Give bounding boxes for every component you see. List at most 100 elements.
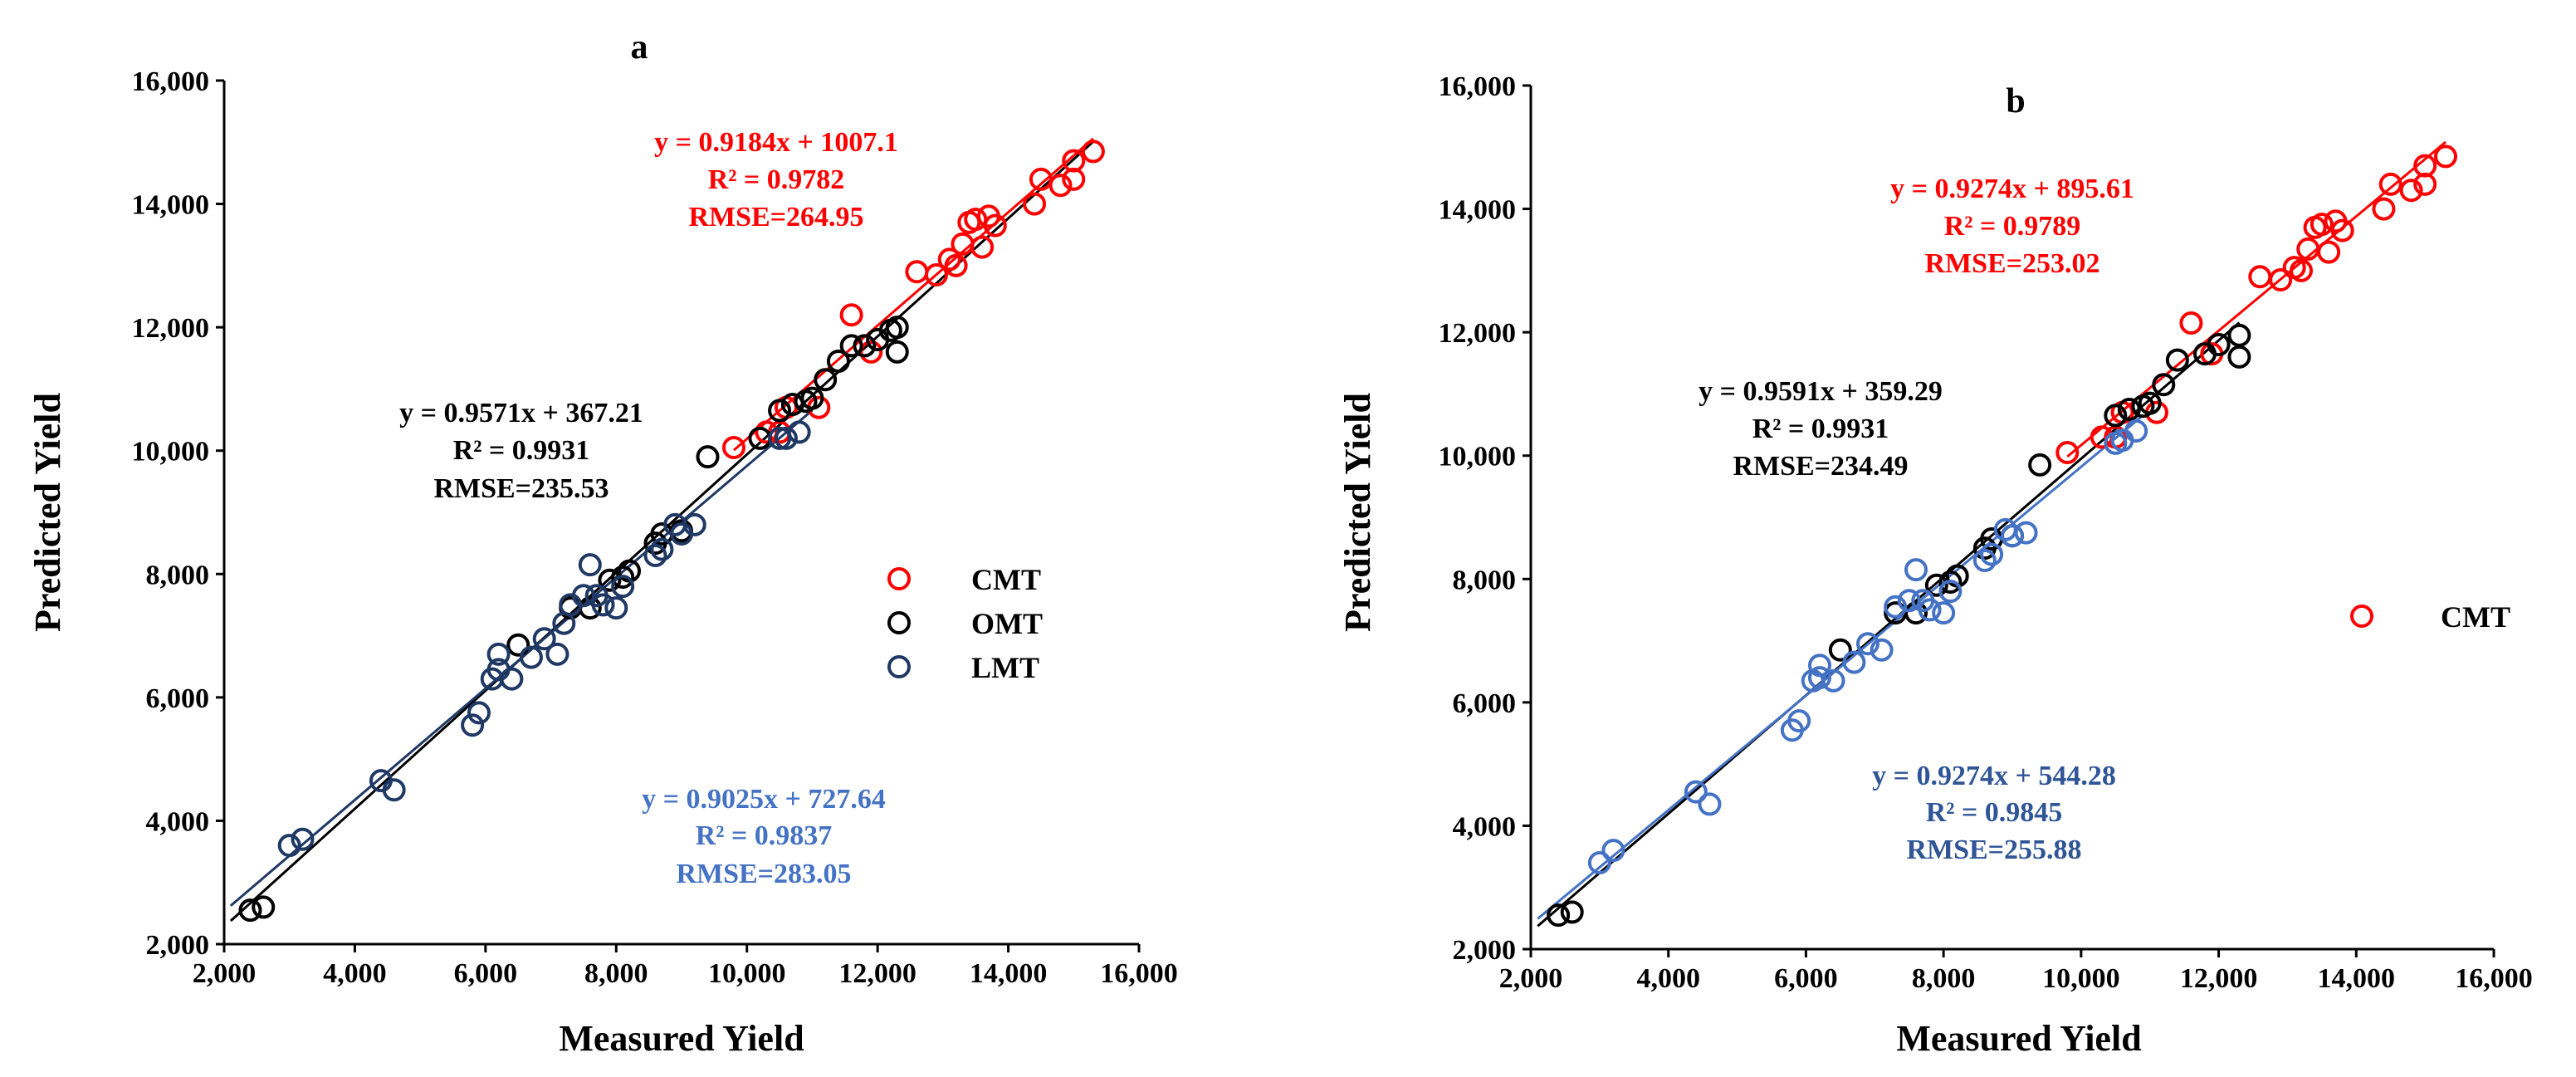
lmt-point	[500, 667, 524, 691]
cmt-point	[839, 303, 863, 327]
cmt-point	[983, 213, 1007, 237]
lmt-point	[1918, 598, 1942, 622]
legend: CMT OMT LMT	[887, 563, 1043, 684]
omt-point	[1547, 903, 1571, 928]
y-tick-label: 16,000	[132, 66, 210, 97]
lmt-point	[1980, 542, 2004, 566]
cmt-point	[937, 247, 961, 272]
omt-point	[696, 445, 720, 469]
lmt-fit-line	[1537, 414, 2144, 920]
lmt-point	[1870, 638, 1894, 662]
omt-point	[2152, 373, 2176, 397]
y-tick-label: 6,000	[146, 683, 210, 714]
omt-rmse: RMSE=234.49	[1733, 451, 1908, 482]
lmt-equation-block: y = 0.9274x + 544.28 R² = 0.9845 RMSE=25…	[1872, 761, 2116, 865]
x-axis-title: Measured Yield	[559, 1018, 804, 1059]
panel-label: a	[631, 28, 648, 66]
x-tick-label: 6,000	[454, 958, 518, 989]
lmt-point	[277, 834, 301, 858]
y-tick-label: 14,000	[1439, 195, 1517, 226]
cmt-equation-block: y = 0.9184x + 1007.1 R² = 0.9782 RMSE=26…	[654, 127, 898, 233]
y-tick-label: 8,000	[146, 560, 210, 590]
lmt-point	[1972, 549, 1997, 572]
legend-label-lmt: LMT	[971, 651, 1039, 684]
cmt-rmse: RMSE=264.95	[688, 202, 863, 233]
cmt-equation-block: y = 0.9274x + 895.61 R² = 0.9789 RMSE=25…	[1890, 174, 2134, 279]
omt-point	[800, 386, 824, 410]
lmt-point	[1601, 839, 1625, 863]
cmt-fit-line	[732, 137, 1094, 452]
omt-equation: y = 0.9591x + 359.29	[1699, 376, 1943, 407]
lmt-point	[467, 701, 491, 725]
lmt-point	[1808, 666, 1831, 690]
cmt-point	[2055, 441, 2080, 464]
legend-label-cmt: CMT	[971, 563, 1041, 596]
legend-marker-lmt	[887, 655, 911, 678]
x-tick-label: 6,000	[1774, 963, 1838, 994]
y-tick-label: 4,000	[1453, 811, 1517, 842]
cmt-point	[2434, 144, 2457, 169]
x-tick-label: 12,000	[838, 958, 917, 989]
y-tick-label: 12,000	[132, 313, 210, 344]
panel-a: a 2,000 4,000 6,000 8,000 10,000 12,000 14,000…	[27, 28, 1178, 1059]
y-tick-label: 2,000	[146, 930, 210, 961]
lmt-point	[461, 713, 485, 737]
omt-point	[1828, 638, 1852, 662]
omt-equation-block: y = 0.9591x + 359.29 R² = 0.9931 RMSE=23…	[1699, 376, 1943, 482]
lmt-equation: y = 0.9274x + 544.28	[1872, 761, 2116, 791]
lmt-point	[682, 512, 706, 536]
x-tick-label: 8,000	[584, 958, 648, 989]
lmt-r2: R² = 0.9845	[1926, 797, 2063, 828]
cmt-point	[905, 260, 929, 284]
lmt-point	[774, 426, 798, 450]
lmt-point	[591, 593, 615, 617]
lmt-point	[1856, 632, 1879, 656]
lmt-point	[382, 778, 406, 802]
omt-point	[2138, 391, 2162, 415]
cmt-r2: R² = 0.9782	[708, 164, 845, 195]
legend-marker-cmt	[887, 567, 911, 590]
omt-r2: R² = 0.9931	[453, 435, 590, 466]
omt-point	[238, 898, 262, 923]
y-tick-label: 10,000	[1439, 442, 1517, 472]
lmt-point	[578, 553, 602, 577]
cmt-point	[944, 253, 968, 277]
cmt-point	[2399, 179, 2423, 203]
y-tick-label: 12,000	[1439, 318, 1517, 349]
cmt-equation: y = 0.9184x + 1007.1	[654, 127, 898, 158]
omt-point	[506, 633, 530, 657]
panel-label: b	[2006, 82, 2025, 120]
lmt-point	[1884, 595, 1908, 619]
lmt-point	[604, 596, 628, 620]
omt-point	[1904, 601, 1928, 625]
x-tick-label: 8,000	[1912, 963, 1976, 994]
y-tick-label: 10,000	[132, 437, 210, 468]
omt-point	[252, 895, 276, 919]
cmt-equation: y = 0.9274x + 895.61	[1890, 174, 2134, 204]
y-tick-label: 4,000	[146, 806, 210, 837]
omt-point	[2227, 345, 2251, 369]
omt-point	[885, 316, 909, 340]
cmt-point	[2378, 172, 2402, 196]
omt-point	[1938, 570, 1963, 594]
omt-point	[2117, 398, 2141, 421]
lmt-r2: R² = 0.9837	[696, 820, 833, 851]
lmt-point	[2014, 521, 2038, 545]
lmt-point	[519, 645, 543, 669]
x-axis-title: Measured Yield	[1896, 1018, 2141, 1059]
omt-point	[814, 368, 838, 392]
y-axis-title: Predicted Yield	[27, 393, 68, 632]
omt-rmse: RMSE=235.53	[433, 473, 609, 504]
y-tick-label: 16,000	[1439, 71, 1517, 102]
cmt-point	[2317, 240, 2341, 264]
omt-point	[853, 334, 877, 358]
cmt-point	[2248, 265, 2272, 289]
lmt-point	[1698, 792, 1722, 816]
omt-r2: R² = 0.9931	[1752, 414, 1889, 444]
y-axis-title: Predicted Yield	[1337, 393, 1378, 632]
y-tick-label: 6,000	[1453, 688, 1517, 719]
cmt-point	[2290, 258, 2313, 282]
x-tick-label: 4,000	[323, 958, 387, 989]
cmt-rmse: RMSE=253.02	[1924, 248, 2099, 279]
lmt-point	[1938, 580, 1963, 604]
